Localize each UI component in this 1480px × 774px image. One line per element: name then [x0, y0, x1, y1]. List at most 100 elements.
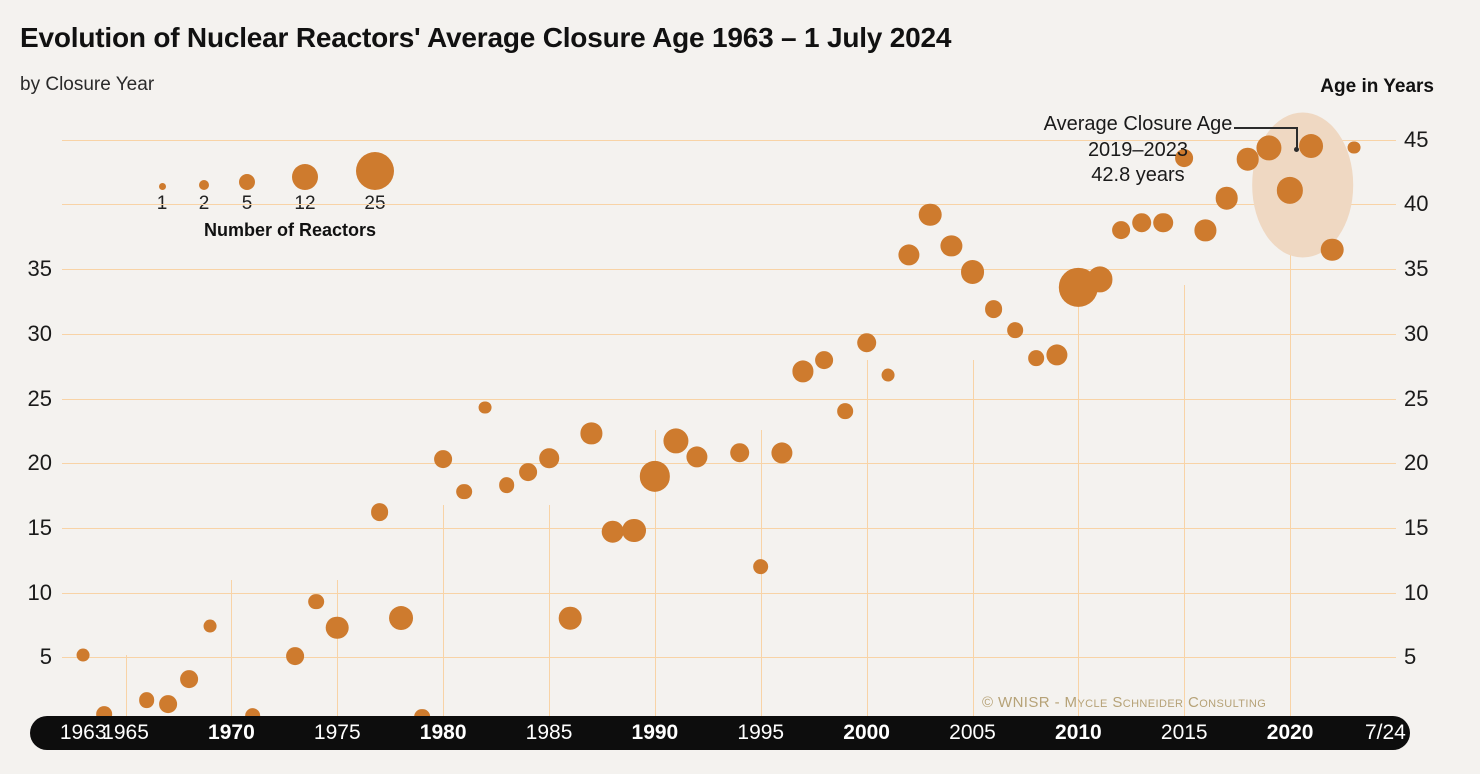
page-title: Evolution of Nuclear Reactors' Average C… — [20, 22, 952, 53]
annotation-line-3: 42.8 years — [1091, 164, 1185, 187]
y-tick-label-left: 20 — [27, 450, 52, 476]
gridline-horizontal — [62, 269, 1396, 271]
gridline-vertical — [1184, 285, 1186, 722]
gridline-horizontal — [62, 204, 1396, 206]
data-point-bubble[interactable] — [752, 558, 769, 575]
gridline-vertical — [1290, 120, 1292, 722]
gridline-vertical — [337, 580, 339, 722]
data-point-bubble[interactable] — [815, 350, 834, 369]
data-point-bubble[interactable] — [498, 477, 515, 494]
data-point-bubble[interactable] — [1276, 177, 1304, 204]
y-tick-label-right: 35 — [1404, 256, 1429, 282]
data-point-bubble[interactable] — [621, 518, 646, 543]
annotation-leader-dot — [1294, 147, 1299, 152]
data-point-bubble[interactable] — [984, 300, 1003, 319]
data-point-bubble[interactable] — [729, 443, 750, 463]
size-legend-bubble — [158, 183, 166, 190]
x-tick-label: 2015 — [1160, 721, 1208, 744]
data-point-bubble[interactable] — [1046, 343, 1068, 366]
data-point-bubble[interactable] — [663, 428, 689, 454]
data-point-bubble[interactable] — [837, 403, 854, 420]
y-tick-label-right: 10 — [1404, 579, 1429, 605]
x-tick-label: 2000 — [843, 721, 890, 744]
data-point-bubble[interactable] — [1321, 238, 1344, 262]
gridline-vertical — [1078, 285, 1080, 722]
data-point-bubble[interactable] — [960, 259, 985, 284]
data-point-bubble[interactable] — [1299, 134, 1324, 159]
data-point-bubble[interactable] — [771, 442, 793, 464]
y-tick-label-left: 5 — [39, 644, 52, 670]
scatter-plot-area[interactable] — [62, 110, 1396, 725]
data-point-bubble[interactable] — [1111, 221, 1130, 240]
data-point-bubble[interactable] — [286, 647, 304, 665]
data-point-bubble[interactable] — [308, 593, 324, 610]
data-point-bubble[interactable] — [370, 503, 389, 522]
gridline-vertical — [549, 505, 551, 722]
y-axis-left: 5 10 15 20 25 30 35 — [0, 110, 52, 722]
annotation-leader-vertical — [1296, 127, 1298, 149]
data-point-bubble[interactable] — [1194, 219, 1217, 241]
data-point-bubble[interactable] — [686, 446, 708, 468]
data-point-bubble[interactable] — [456, 483, 473, 500]
x-tick-label: 1975 — [313, 721, 361, 744]
annotation-leader-horizontal — [1234, 127, 1298, 129]
data-point-bubble[interactable] — [1215, 186, 1238, 210]
data-point-bubble[interactable] — [388, 606, 413, 631]
data-point-bubble[interactable] — [580, 422, 602, 445]
x-tick-label: 1980 — [419, 721, 467, 744]
x-tick-label: 2010 — [1055, 721, 1102, 744]
data-point-bubble[interactable] — [898, 244, 920, 266]
size-legend-value-label: 5 — [242, 193, 253, 215]
y-tick-label-right: 20 — [1404, 450, 1429, 476]
gridline-horizontal — [62, 527, 1396, 529]
data-point-bubble[interactable] — [918, 203, 942, 227]
y-tick-label-right: 5 — [1404, 644, 1417, 670]
data-point-bubble[interactable] — [856, 333, 877, 353]
data-point-bubble[interactable] — [639, 460, 671, 492]
data-point-bubble[interactable] — [1028, 350, 1044, 367]
data-point-bubble[interactable] — [792, 360, 814, 382]
credit-text: © WNISR - Mycle Schneider Consulting — [982, 694, 1267, 711]
chart-subtitle: by Closure Year — [20, 74, 155, 95]
data-point-bubble[interactable] — [138, 692, 155, 708]
data-point-bubble[interactable] — [1256, 134, 1282, 161]
data-point-bubble[interactable] — [518, 463, 537, 482]
size-legend-bubble — [239, 174, 255, 190]
y-tick-label-right: 15 — [1404, 514, 1429, 540]
y-tick-label-left: 30 — [27, 320, 52, 346]
data-point-bubble[interactable] — [158, 694, 177, 713]
data-point-bubble[interactable] — [434, 450, 453, 469]
x-tick-label: 1985 — [525, 721, 573, 744]
gridline-horizontal — [62, 398, 1396, 400]
x-tick-label: 1990 — [631, 721, 679, 744]
data-point-bubble[interactable] — [1347, 141, 1361, 154]
data-point-bubble[interactable] — [1175, 148, 1194, 167]
data-point-bubble[interactable] — [1153, 212, 1173, 233]
gridline-horizontal — [62, 463, 1396, 465]
data-point-bubble[interactable] — [940, 235, 962, 257]
data-point-bubble[interactable] — [479, 401, 492, 415]
data-point-bubble[interactable] — [558, 607, 582, 630]
data-point-bubble[interactable] — [180, 670, 198, 689]
data-point-bubble[interactable] — [881, 368, 895, 382]
data-point-bubble[interactable] — [203, 619, 217, 633]
y-tick-label-left: 10 — [27, 579, 52, 605]
data-point-bubble[interactable] — [1236, 147, 1260, 171]
size-legend-value-label: 2 — [199, 193, 210, 215]
size-legend-bubble — [356, 152, 394, 190]
data-point-bubble[interactable] — [539, 448, 559, 468]
data-point-bubble[interactable] — [601, 520, 624, 544]
data-point-bubble[interactable] — [1132, 212, 1152, 233]
data-point-bubble[interactable] — [1086, 266, 1113, 293]
gridline-vertical — [443, 505, 445, 722]
y-tick-label-left: 25 — [27, 385, 52, 411]
gridline-vertical — [866, 360, 868, 722]
y-tick-label-right: 30 — [1404, 320, 1429, 346]
data-point-bubble[interactable] — [76, 648, 90, 662]
y-tick-label-left: 15 — [27, 514, 52, 540]
data-point-bubble[interactable] — [1007, 322, 1023, 338]
data-point-bubble[interactable] — [325, 616, 349, 639]
annotation-line-2: 2019–2023 — [1087, 138, 1189, 161]
size-legend-title: Number of Reactors — [203, 220, 377, 240]
y-axis-right: 5 10 15 20 25 30 35 40 45 — [1404, 110, 1474, 722]
